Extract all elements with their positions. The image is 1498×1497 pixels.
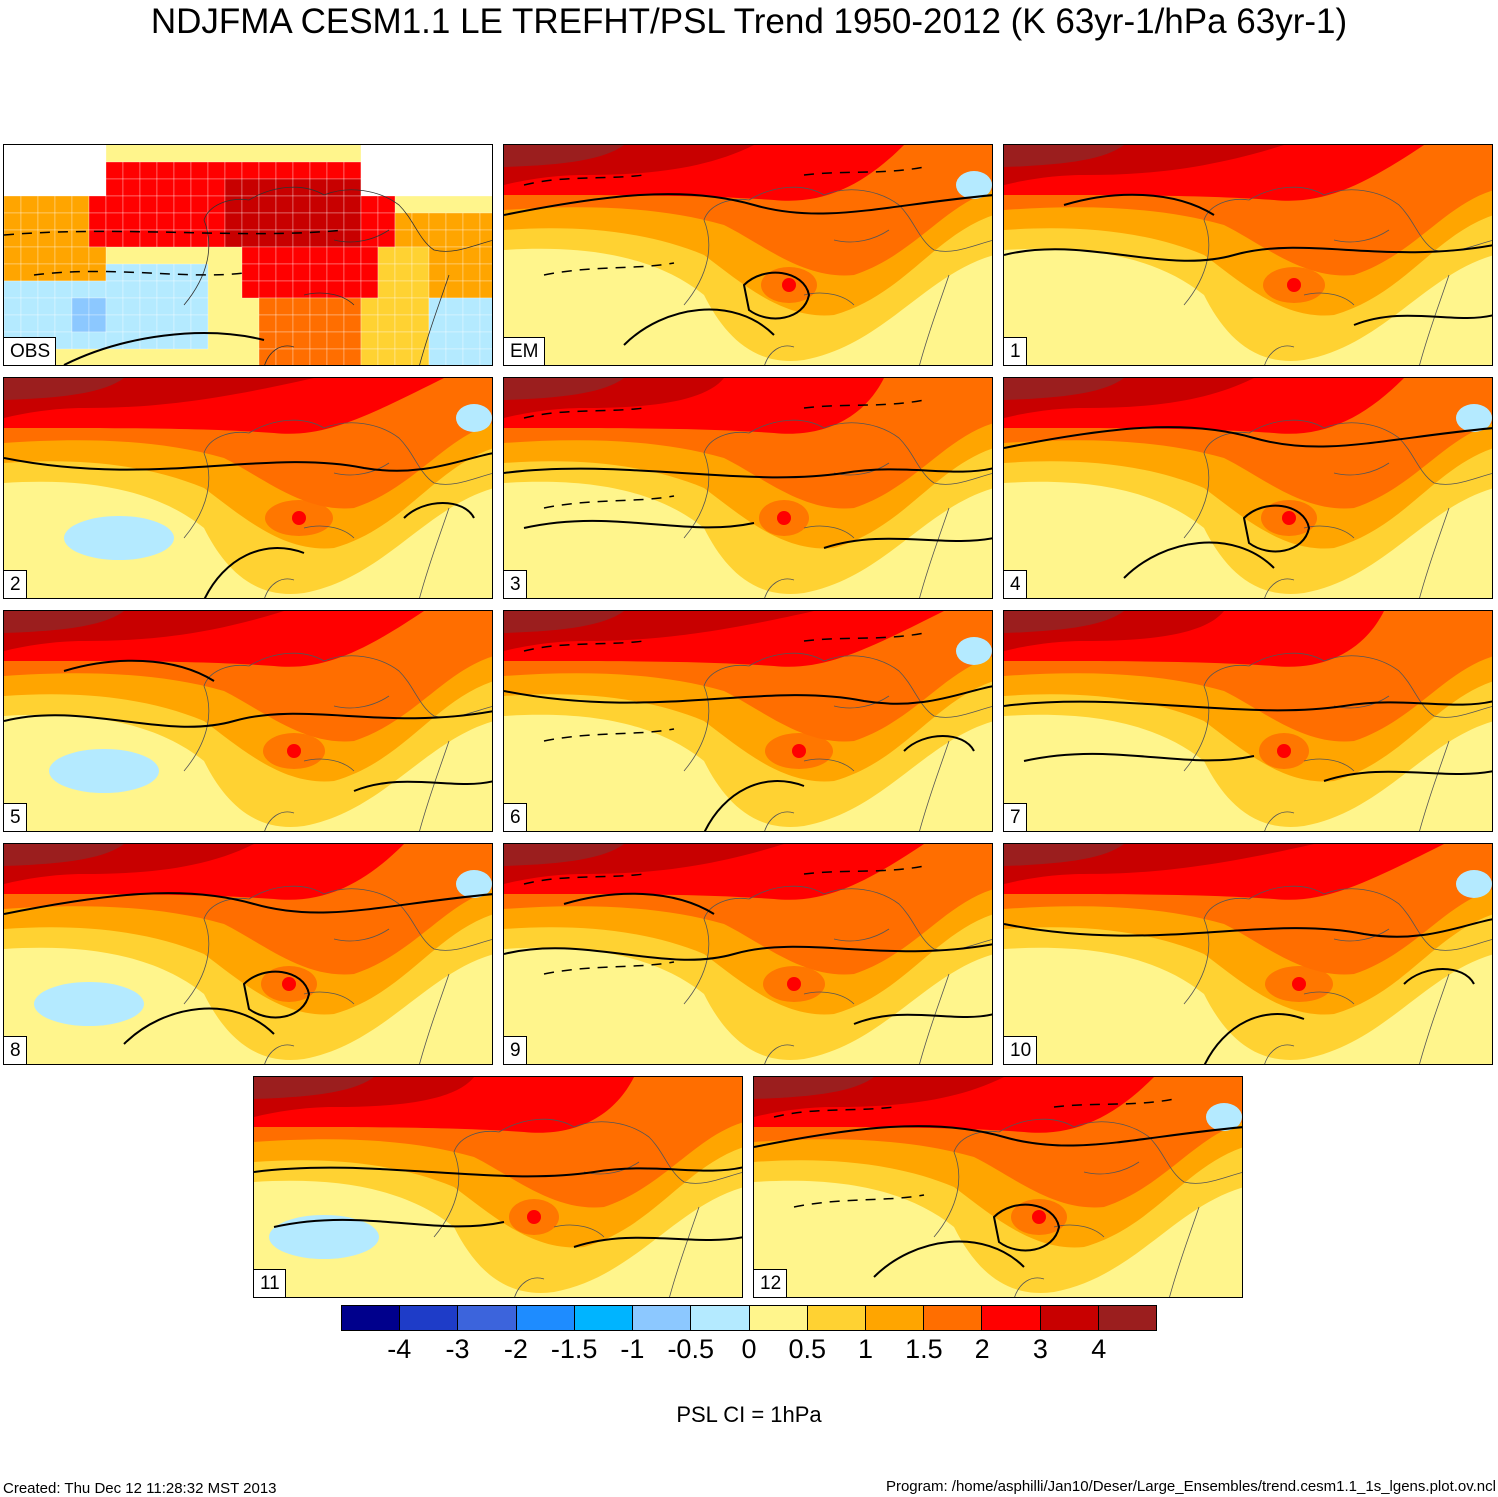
panel-label: 3 (504, 570, 527, 598)
trend-map (504, 378, 992, 598)
figure-title: NDJFMA CESM1.1 LE TREFHT/PSL Trend 1950-… (150, 2, 1348, 41)
map-panel-12: 12 (753, 1076, 1243, 1298)
colorbar-swatch (516, 1306, 575, 1330)
map-panel-4: 4 (1003, 377, 1493, 599)
colorbar-swatch (865, 1306, 925, 1330)
colorbar-swatch (1098, 1306, 1157, 1330)
colorbar (341, 1305, 1157, 1331)
colorbar-swatch (458, 1306, 517, 1330)
map-panel-1: 1 (1003, 144, 1493, 366)
panel-label: EM (504, 337, 545, 365)
panel-label: 6 (504, 803, 527, 831)
colorbar-tick-label: -0.5 (667, 1334, 714, 1364)
trend-map (4, 145, 492, 365)
trend-map (4, 611, 492, 831)
colorbar-tick-label: -1.5 (550, 1334, 598, 1364)
panel-label: 5 (4, 803, 27, 831)
panel-label: 9 (504, 1036, 527, 1064)
panel-label: 1 (1004, 337, 1027, 365)
contour-interval-note: PSL CI = 1hPa (676, 1402, 822, 1427)
colorbar-tick-label: 0 (741, 1334, 757, 1364)
map-panel-6: 6 (503, 610, 993, 832)
trend-map (1004, 145, 1492, 365)
colorbar-tick-label: 0.5 (788, 1334, 827, 1364)
panel-label: 4 (1004, 570, 1027, 598)
colorbar-tick-label: -2 (503, 1334, 528, 1364)
map-panel-7: 7 (1003, 610, 1493, 832)
colorbar-tick-label: 1 (858, 1334, 874, 1364)
colorbar-swatch (982, 1306, 1041, 1330)
panel-label: 10 (1004, 1036, 1038, 1064)
trend-map (4, 844, 492, 1064)
trend-map (254, 1077, 742, 1297)
colorbar-tick-label: 4 (1091, 1334, 1107, 1364)
map-panel-2: 2 (3, 377, 493, 599)
colorbar-swatch (691, 1306, 750, 1330)
colorbar-swatch (633, 1306, 692, 1330)
trend-map (504, 611, 992, 831)
colorbar-swatch (342, 1306, 401, 1330)
trend-map (1004, 844, 1492, 1064)
created-timestamp: Created: Thu Dec 12 11:28:32 MST 2013 (3, 1480, 277, 1497)
panel-label: 12 (754, 1269, 788, 1297)
colorbar-swatch (807, 1306, 866, 1330)
trend-map (1004, 378, 1492, 598)
panel-label: OBS (4, 337, 57, 365)
map-panel-em: EM (503, 144, 993, 366)
colorbar-tick-label: -4 (387, 1334, 412, 1364)
colorbar-tick-label: 3 (1032, 1334, 1048, 1364)
colorbar-tick-label: 2 (974, 1334, 990, 1364)
trend-map (504, 844, 992, 1064)
panel-label: 11 (254, 1269, 286, 1297)
trend-map (1004, 611, 1492, 831)
colorbar-tick-label: -1 (620, 1334, 645, 1364)
map-panel-8: 8 (3, 843, 493, 1065)
map-panel-5: 5 (3, 610, 493, 832)
panel-label: 2 (4, 570, 27, 598)
map-panel-3: 3 (503, 377, 993, 599)
panel-label: 8 (4, 1036, 27, 1064)
colorbar-swatch (924, 1306, 983, 1330)
program-path: Program: /home/asphilli/Jan10/Deser/Larg… (885, 1478, 1496, 1495)
trend-map (754, 1077, 1242, 1297)
map-panel-obs: OBS (3, 144, 493, 366)
colorbar-tick-label: -3 (445, 1334, 470, 1364)
colorbar-tick-label: 1.5 (905, 1334, 943, 1364)
map-panel-11: 11 (253, 1076, 743, 1298)
colorbar-swatch (1040, 1306, 1099, 1330)
trend-map (504, 145, 992, 365)
trend-map (4, 378, 492, 598)
map-panel-9: 9 (503, 843, 993, 1065)
colorbar-labels: -4 -3 -2 -1.5 -1 -0.5 0 0.5 1 1.5 2 3 4 (0, 1334, 1498, 1368)
colorbar-swatch (400, 1306, 459, 1330)
map-panel-10: 10 (1003, 843, 1493, 1065)
panel-label: 7 (1004, 803, 1027, 831)
colorbar-swatch (574, 1306, 634, 1330)
colorbar-swatch (749, 1306, 808, 1330)
